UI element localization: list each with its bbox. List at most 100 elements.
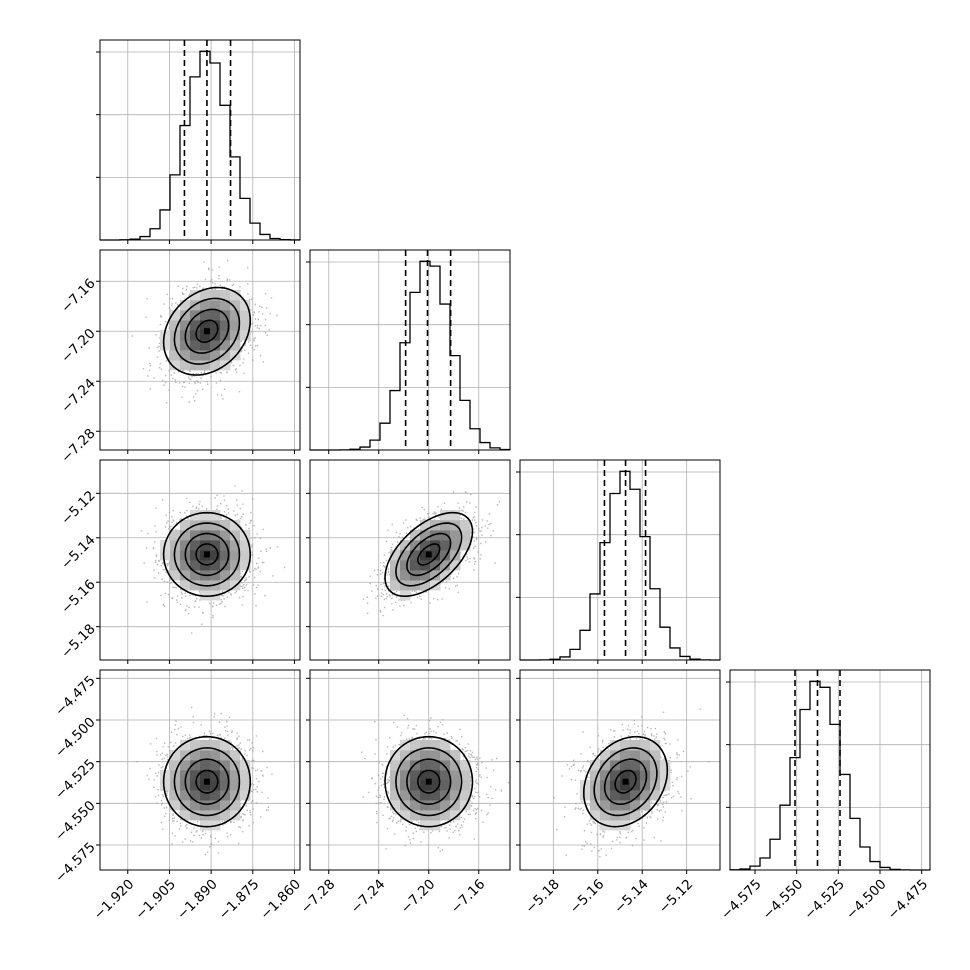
density-cell [610, 740, 621, 751]
density-cell [160, 780, 171, 791]
density-cell [230, 320, 241, 331]
pair-panel-2-0 [99, 459, 301, 661]
density-cell [230, 770, 241, 781]
x-tick-label: −4.550 [760, 876, 807, 923]
density-cell [210, 570, 221, 581]
density-cell [400, 590, 411, 601]
density-cell [440, 530, 451, 541]
density-cell [450, 540, 461, 551]
density-cell [440, 750, 451, 761]
panel-frame [519, 669, 721, 871]
density-cell [240, 300, 251, 311]
density-cell [440, 810, 451, 821]
density-cell [200, 820, 211, 831]
density-cell [230, 570, 241, 581]
density-cell [180, 760, 191, 771]
pair-panel-1-0 [99, 249, 301, 451]
density-cell [630, 800, 641, 811]
density-cell [610, 820, 621, 831]
density-cell [180, 310, 191, 321]
x-tick-label: −1.920 [91, 876, 138, 923]
density-cell [460, 770, 471, 781]
density-cell [390, 780, 401, 791]
density-cell [170, 570, 181, 581]
density-cell [200, 770, 211, 781]
density-cell [230, 520, 241, 531]
density-cell [220, 740, 231, 751]
density-cell [200, 790, 211, 801]
density-cell [460, 530, 471, 541]
density-cell [210, 320, 221, 331]
density-cell [650, 750, 661, 761]
density-cell [210, 810, 221, 821]
density-cell [660, 760, 671, 771]
density-cell [170, 530, 181, 541]
density-cell [420, 770, 431, 781]
density-cell [440, 510, 451, 521]
density-cell [160, 770, 171, 781]
y-tick-label: −5.12 [58, 488, 99, 529]
density-cell [230, 550, 241, 561]
y-tick-label: −7.28 [58, 426, 99, 467]
density-cell [450, 780, 461, 791]
density-cell [170, 560, 181, 571]
density-cell [620, 760, 631, 771]
density-cell [180, 740, 191, 751]
density-cell [230, 780, 241, 791]
x-tick-label: −4.500 [843, 876, 890, 923]
density-cell [210, 800, 221, 811]
density-cell [390, 790, 401, 801]
density-cell [410, 530, 421, 541]
density-cell [450, 560, 461, 571]
panel-frame [99, 669, 301, 871]
density-cell [240, 790, 251, 801]
density-cell [390, 770, 401, 781]
density-cell [450, 810, 461, 821]
density-cell [200, 340, 211, 351]
density-cell [190, 770, 201, 781]
density-cell [200, 530, 211, 541]
density-cell [420, 820, 431, 831]
density-cell [240, 770, 251, 781]
density-cell [210, 550, 221, 561]
density-cell [610, 790, 621, 801]
x-tick-label: −5.14 [611, 876, 652, 917]
density-cell [410, 800, 421, 811]
pair-panel-2-1 [309, 459, 511, 661]
contour-level-3 [582, 735, 669, 828]
x-tick-label: −1.875 [216, 876, 263, 923]
density-cell [420, 570, 431, 581]
density-cell [200, 330, 211, 341]
density-cell [160, 340, 171, 351]
density-cell [400, 810, 411, 821]
density-cell [190, 760, 201, 771]
density-cell [630, 760, 641, 771]
histogram-3 [729, 680, 931, 871]
density-cell [190, 360, 201, 371]
density-cell [200, 740, 211, 751]
x-tick-label: −7.24 [348, 876, 389, 917]
density-cell [400, 790, 411, 801]
density-cell [200, 350, 211, 361]
density-cell [220, 550, 231, 561]
density-cell [620, 790, 631, 801]
contour-level-0 [614, 769, 637, 794]
density-cell [620, 770, 631, 781]
density-cell [640, 760, 651, 771]
density-cell [430, 820, 441, 831]
density-cell [180, 790, 191, 801]
y-tick-label: −7.16 [58, 276, 99, 317]
density-cell [180, 320, 191, 331]
density-cell [420, 760, 431, 771]
density-cell [430, 770, 441, 781]
density-cell [410, 770, 421, 781]
density-cell [440, 570, 451, 581]
density-cell [240, 560, 251, 571]
density-cell [590, 810, 601, 821]
density-cell [180, 570, 191, 581]
diag-panel-0 [96, 39, 301, 241]
density-cell [220, 810, 231, 821]
density-cell [650, 790, 661, 801]
density-cell [180, 540, 191, 551]
density-cell [400, 760, 411, 771]
